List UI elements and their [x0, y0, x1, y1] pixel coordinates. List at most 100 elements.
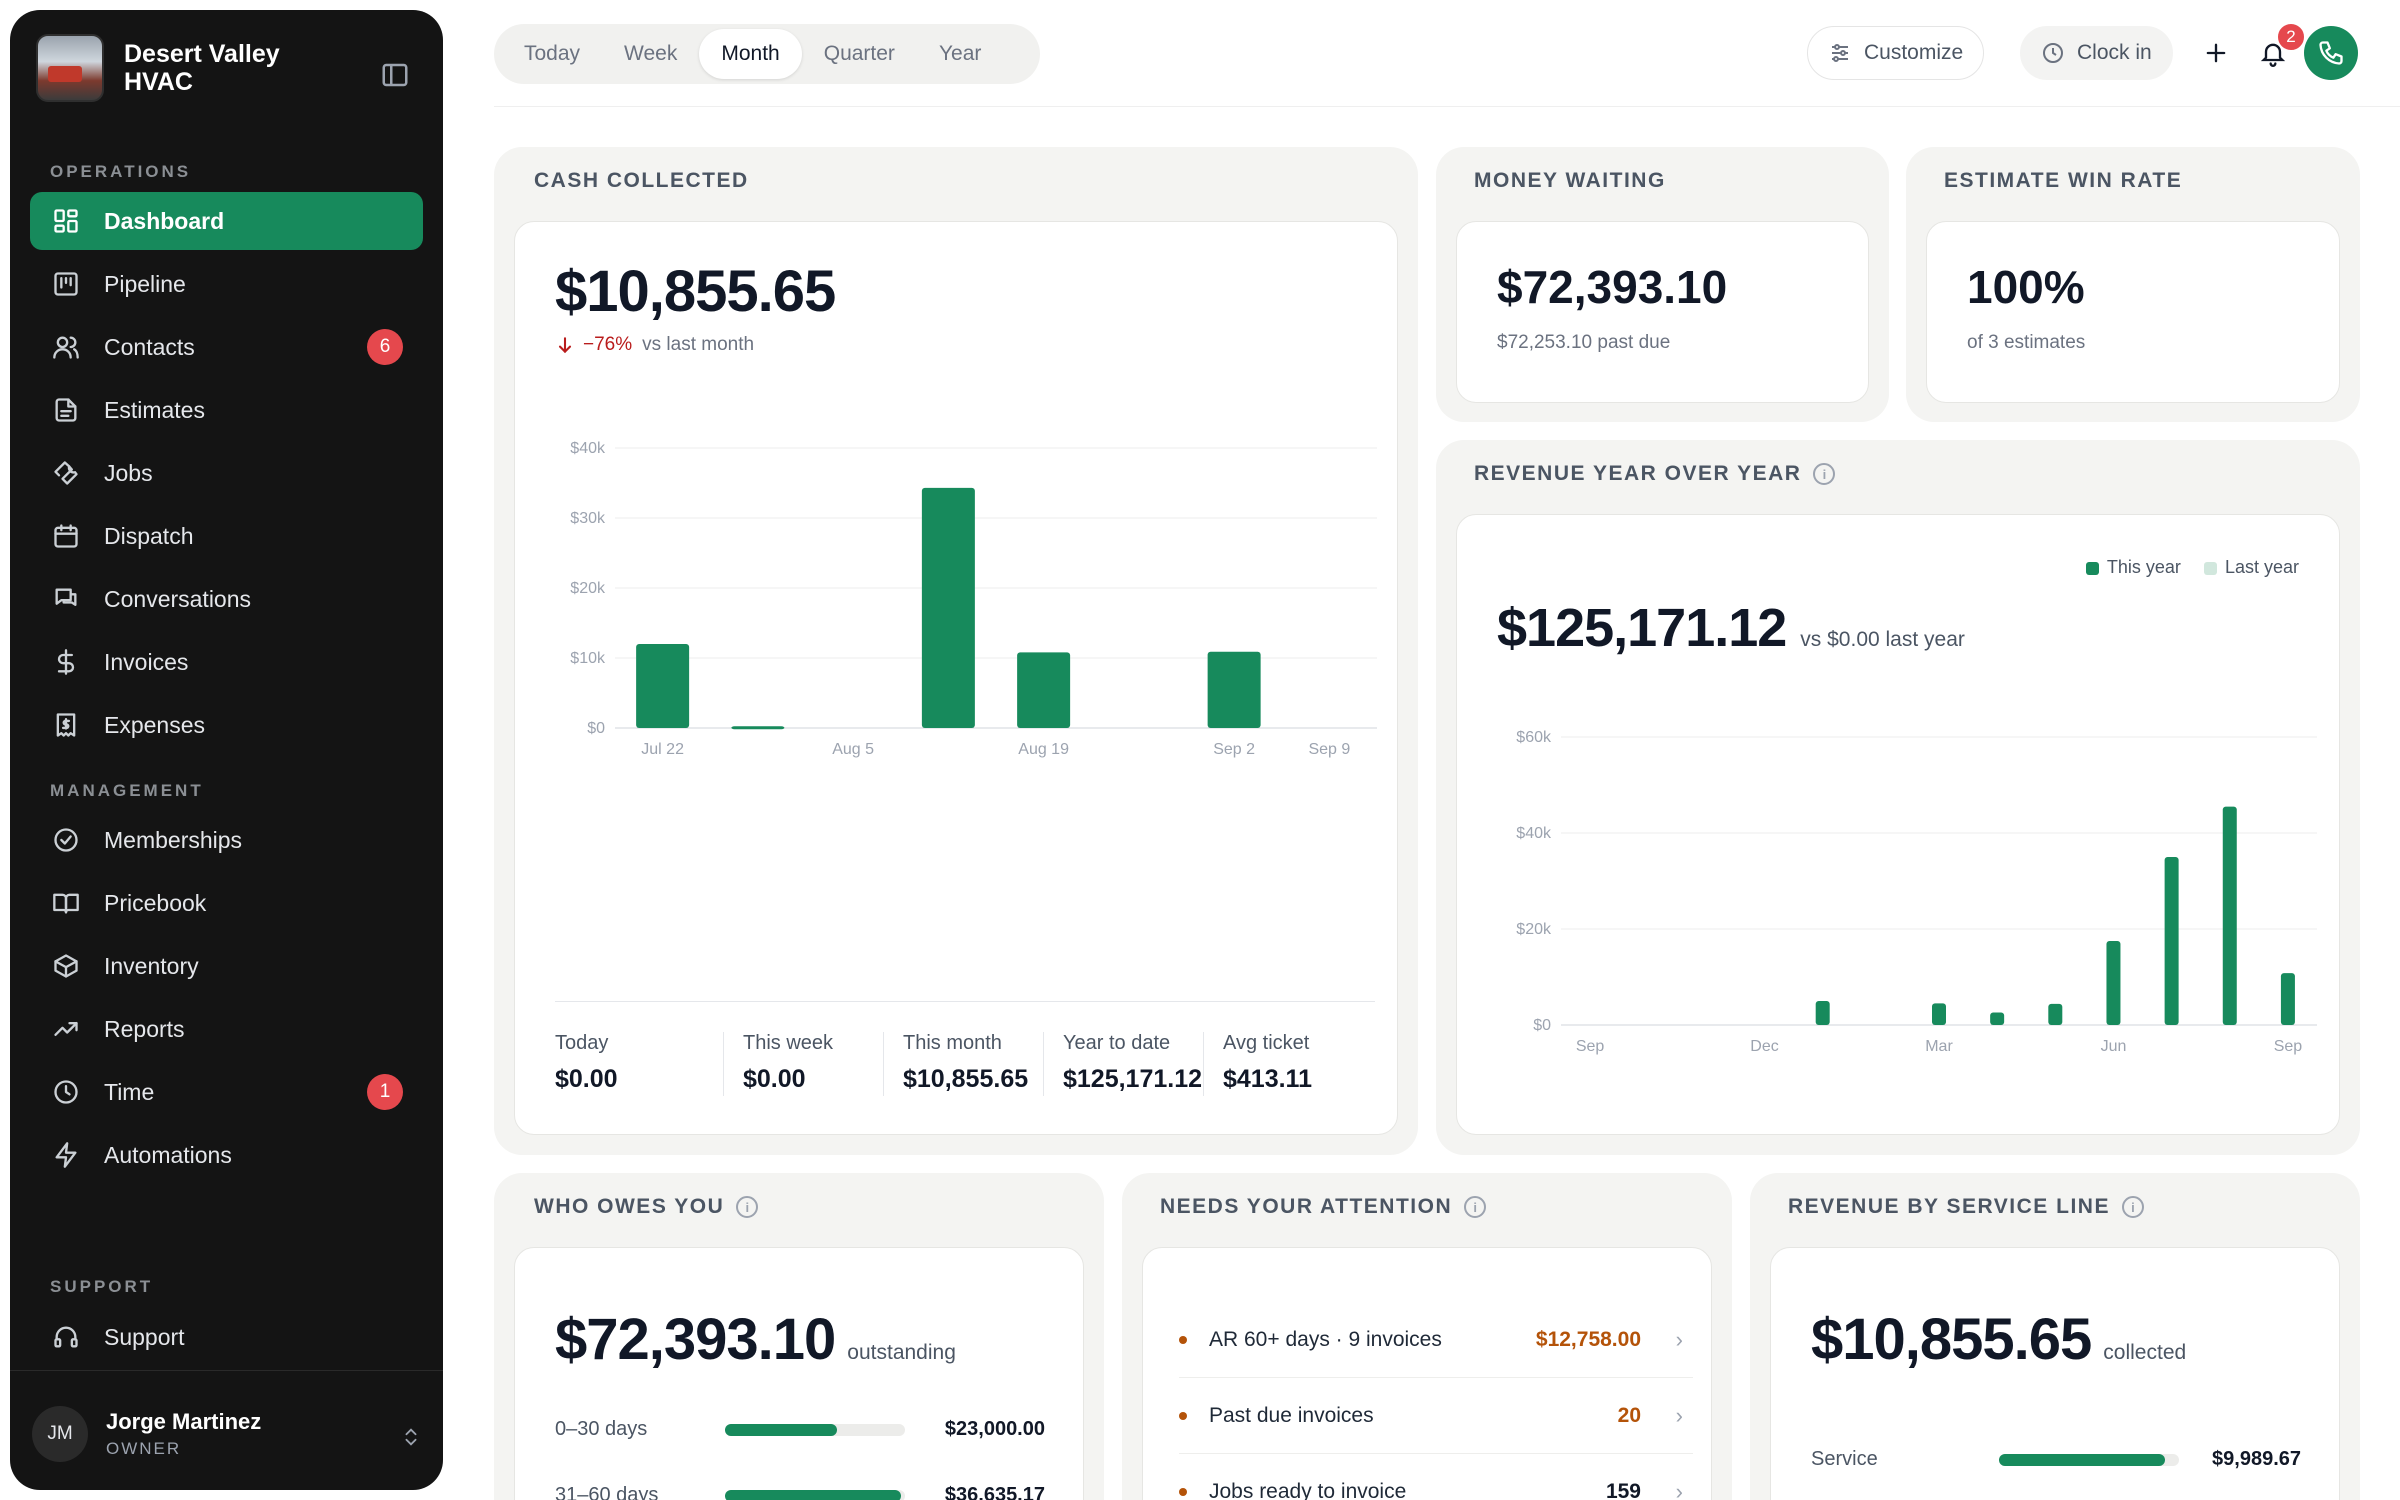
stat-label: This month	[903, 1032, 1002, 1054]
user-menu[interactable]: JM Jorge Martinez OWNER	[32, 1406, 261, 1462]
period-tabs: Today Week Month Quarter Year	[494, 24, 1040, 84]
sidebar-item-memberships[interactable]: Memberships	[30, 811, 423, 869]
cash-bar-3[interactable]	[921, 487, 975, 728]
brand[interactable]: Desert Valley HVAC	[36, 34, 304, 102]
sidebar-item-pricebook[interactable]: Pricebook	[30, 874, 423, 932]
sidebar-item-label: Automations	[104, 1141, 232, 1168]
revenue-bar-12[interactable]	[2280, 973, 2295, 1025]
attention-row[interactable]: Past due invoices 20 ›	[1179, 1378, 1693, 1454]
wrench-icon	[50, 457, 82, 489]
attention-row[interactable]: Jobs ready to invoice 159 ›	[1179, 1454, 1693, 1500]
clock-in-label: Clock in	[2077, 41, 2152, 64]
stat-today: Today $0.00	[555, 1032, 618, 1094]
customize-button[interactable]: Customize	[1807, 26, 1985, 80]
service-line-amount: $10,855.65	[1811, 1307, 2092, 1372]
revenue-bar-8[interactable]	[2048, 1003, 2063, 1025]
section-label-operations: OPERATIONS	[50, 162, 192, 181]
clock-icon	[50, 1076, 82, 1108]
sidebar-item-time[interactable]: Time 1	[30, 1063, 423, 1121]
trend-icon	[50, 1013, 82, 1045]
sidebar-item-label: Dashboard	[104, 207, 225, 234]
tab-year[interactable]: Year	[938, 42, 982, 65]
attention-row[interactable]: AR 60+ days · 9 invoices $12,758.00 ›	[1179, 1302, 1693, 1378]
section-label-support: SUPPORT	[50, 1277, 154, 1296]
cash-bar-6[interactable]	[1207, 651, 1261, 728]
info-icon[interactable]: i	[736, 1196, 759, 1218]
service-line-row[interactable]: Service $9,989.67	[1811, 1448, 2301, 1471]
money-waiting-card[interactable]: MONEY WAITING $72,393.10 $72,253.10 past…	[1436, 147, 1889, 422]
divider	[883, 1032, 884, 1096]
phone-button[interactable]	[2304, 26, 2358, 80]
sidebar-item-pipeline[interactable]: Pipeline	[30, 255, 423, 313]
tab-month[interactable]: Month	[699, 29, 802, 79]
tab-week[interactable]: Week	[624, 42, 678, 65]
estimate-win-rate-card[interactable]: ESTIMATE WIN RATE 100% of 3 estimates	[1906, 147, 2360, 422]
who-owes-suffix: outstanding	[847, 1341, 956, 1364]
y-tick-label: $20k	[570, 580, 606, 597]
sidebar-item-inventory[interactable]: Inventory	[30, 937, 423, 995]
chevron-right-icon: ›	[1675, 1326, 1683, 1352]
sidebar-item-support[interactable]: Support	[30, 1308, 423, 1366]
sidebar-item-reports[interactable]: Reports	[30, 1000, 423, 1058]
divider	[1043, 1032, 1044, 1096]
divider	[723, 1032, 724, 1096]
card-title: NEEDS YOUR ATTENTION i	[1160, 1195, 1487, 1219]
revenue-bar-11[interactable]	[2222, 806, 2237, 1025]
stat-label: Year to date	[1063, 1032, 1171, 1054]
cash-bar-4[interactable]	[1017, 652, 1071, 728]
sidebar-item-dashboard[interactable]: Dashboard	[30, 192, 423, 250]
clock-in-button[interactable]: Clock in	[2020, 26, 2173, 80]
aging-row[interactable]: 31–60 days $36,635.17	[555, 1484, 1045, 1500]
sidebar-item-invoices[interactable]: Invoices	[30, 633, 423, 691]
sidebar-item-contacts[interactable]: Contacts 6	[30, 318, 423, 376]
money-waiting-amount: $72,393.10	[1497, 261, 1728, 313]
tab-today[interactable]: Today	[524, 42, 581, 65]
revenue-bar-7[interactable]	[1990, 1012, 2005, 1025]
sidebar-item-expenses[interactable]: Expenses	[30, 696, 423, 754]
sidebar-item-automations[interactable]: Automations	[30, 1126, 423, 1184]
y-tick-label: $10k	[570, 650, 606, 667]
stat-value: $0.00	[555, 1065, 618, 1093]
aging-row[interactable]: 0–30 days $23,000.00	[555, 1418, 1045, 1441]
chevron-updown-icon[interactable]	[400, 1426, 422, 1453]
info-icon[interactable]: i	[1813, 463, 1836, 485]
aging-value: $23,000.00	[944, 1418, 1045, 1440]
revenue-yoy-title: REVENUE YEAR OVER YEAR	[1474, 462, 1802, 485]
card-title: ESTIMATE WIN RATE	[1944, 169, 2183, 192]
stat-label: Today	[555, 1032, 609, 1054]
cash-collected-chart: $0 $10k $20k $30k $40k Jul 22 Aug 5 Aug 19 Sep 2…	[570, 440, 1377, 758]
sidebar-item-label: Time	[104, 1078, 155, 1105]
who-owes-headline: $72,393.10 outstanding	[555, 1306, 956, 1373]
stat-value: $10,855.65	[903, 1065, 1029, 1093]
cash-stats-row: Today $0.00 This week $0.00 This month $10,85…	[515, 1032, 1399, 1112]
sidebar-item-conversations[interactable]: Conversations	[30, 570, 423, 628]
phone-icon	[2319, 41, 2343, 65]
info-icon[interactable]: i	[2121, 1196, 2144, 1218]
revenue-yoy-headline: $125,171.12 vs $0.00 last year	[1497, 597, 1965, 659]
sidebar-item-estimates[interactable]: Estimates	[30, 381, 423, 439]
y-tick-label: $40k	[570, 440, 606, 457]
legend-item-last-year[interactable]: Last year	[2203, 557, 2299, 577]
info-icon[interactable]: i	[1464, 1196, 1487, 1218]
notifications-button[interactable]	[2248, 28, 2298, 78]
revenue-bar-4[interactable]	[1815, 1001, 1830, 1025]
tab-quarter[interactable]: Quarter	[823, 42, 895, 65]
legend-item-this-year[interactable]: This year	[2085, 557, 2181, 577]
aging-label: 0–30 days	[555, 1418, 648, 1440]
add-button[interactable]	[2191, 28, 2241, 78]
cash-bar-0[interactable]	[636, 644, 690, 728]
notification-count-badge: 2	[2276, 22, 2306, 52]
attention-panel: AR 60+ days · 9 invoices $12,758.00 › Past …	[1142, 1247, 1712, 1500]
revenue-bar-6[interactable]	[1932, 1003, 1946, 1025]
sidebar-toggle-icon[interactable]	[380, 60, 412, 92]
pipeline-icon	[50, 268, 82, 300]
revenue-bar-10[interactable]	[2164, 857, 2179, 1025]
cash-bar-1[interactable]	[731, 726, 785, 730]
sidebar-item-dispatch[interactable]: Dispatch	[30, 507, 423, 565]
sidebar-item-jobs[interactable]: Jobs	[30, 444, 423, 502]
sidebar-item-label: Invoices	[104, 648, 189, 675]
chart-legend: This year Last year	[2085, 557, 2299, 578]
sidebar-item-label: Pipeline	[104, 270, 186, 297]
revenue-bar-9[interactable]	[2106, 941, 2121, 1025]
aging-bar	[725, 1489, 905, 1500]
